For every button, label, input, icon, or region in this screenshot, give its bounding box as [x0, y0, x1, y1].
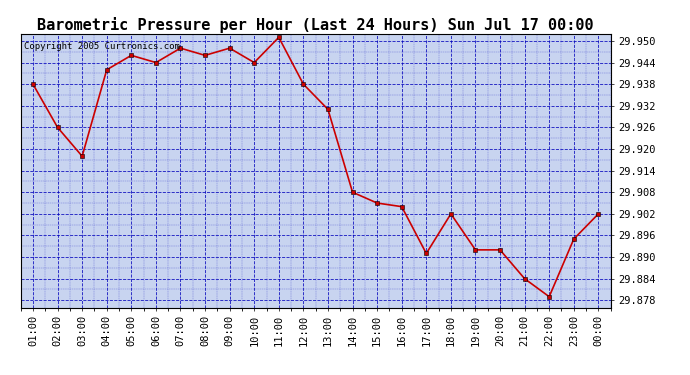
Title: Barometric Pressure per Hour (Last 24 Hours) Sun Jul 17 00:00: Barometric Pressure per Hour (Last 24 Ho… [37, 16, 594, 33]
Text: Copyright 2005 Curtronics.com: Copyright 2005 Curtronics.com [23, 42, 179, 51]
